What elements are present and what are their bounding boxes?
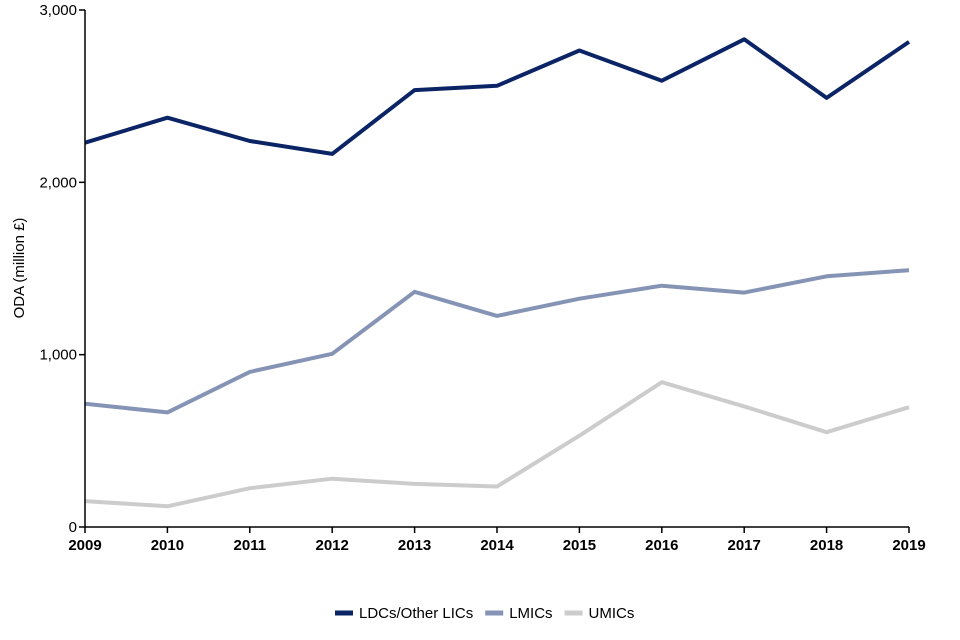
x-tick-label: 2011	[234, 537, 267, 554]
x-tick-label: 2015	[563, 537, 596, 554]
y-tick-label: 2,000	[39, 174, 77, 191]
x-tick-label: 2010	[151, 537, 184, 554]
x-tick-label: 2017	[728, 537, 761, 554]
y-axis-ticks: 0 1,000 2,000 3,000	[39, 2, 85, 536]
legend-item: LMICs	[485, 605, 553, 622]
y-tick-label: 0	[69, 519, 77, 536]
y-tick-label: 1,000	[39, 347, 77, 364]
x-axis-ticks: 2009 2010 2011 2012 2013 2014 2015 2016 2017 2018…	[68, 527, 926, 554]
series-line-lmics	[84, 268, 910, 415]
x-tick-label: 2013	[398, 537, 431, 554]
y-tick-label: 3,000	[39, 2, 77, 19]
legend-label: LDCs/Other LICs	[359, 605, 473, 622]
x-tick-label: 2012	[316, 537, 349, 554]
series-layer	[84, 37, 911, 509]
legend-label: UMICs	[589, 605, 635, 622]
legend-item: UMICs	[564, 605, 635, 622]
legend-item: LDCs/Other LICs	[335, 605, 473, 622]
x-tick-label: 2018	[810, 537, 843, 554]
series-line-umics	[84, 380, 910, 509]
legend: LDCs/Other LICs LMICs UMICs	[335, 605, 634, 622]
y-axis-title: ODA (million £)	[11, 218, 28, 319]
x-tick-label: 2019	[892, 537, 925, 554]
x-tick-label: 2009	[68, 537, 101, 554]
series-line-ldcs-other-lics	[84, 37, 911, 156]
legend-label: LMICs	[509, 605, 552, 622]
x-tick-label: 2016	[645, 537, 678, 554]
x-tick-label: 2014	[480, 537, 514, 554]
